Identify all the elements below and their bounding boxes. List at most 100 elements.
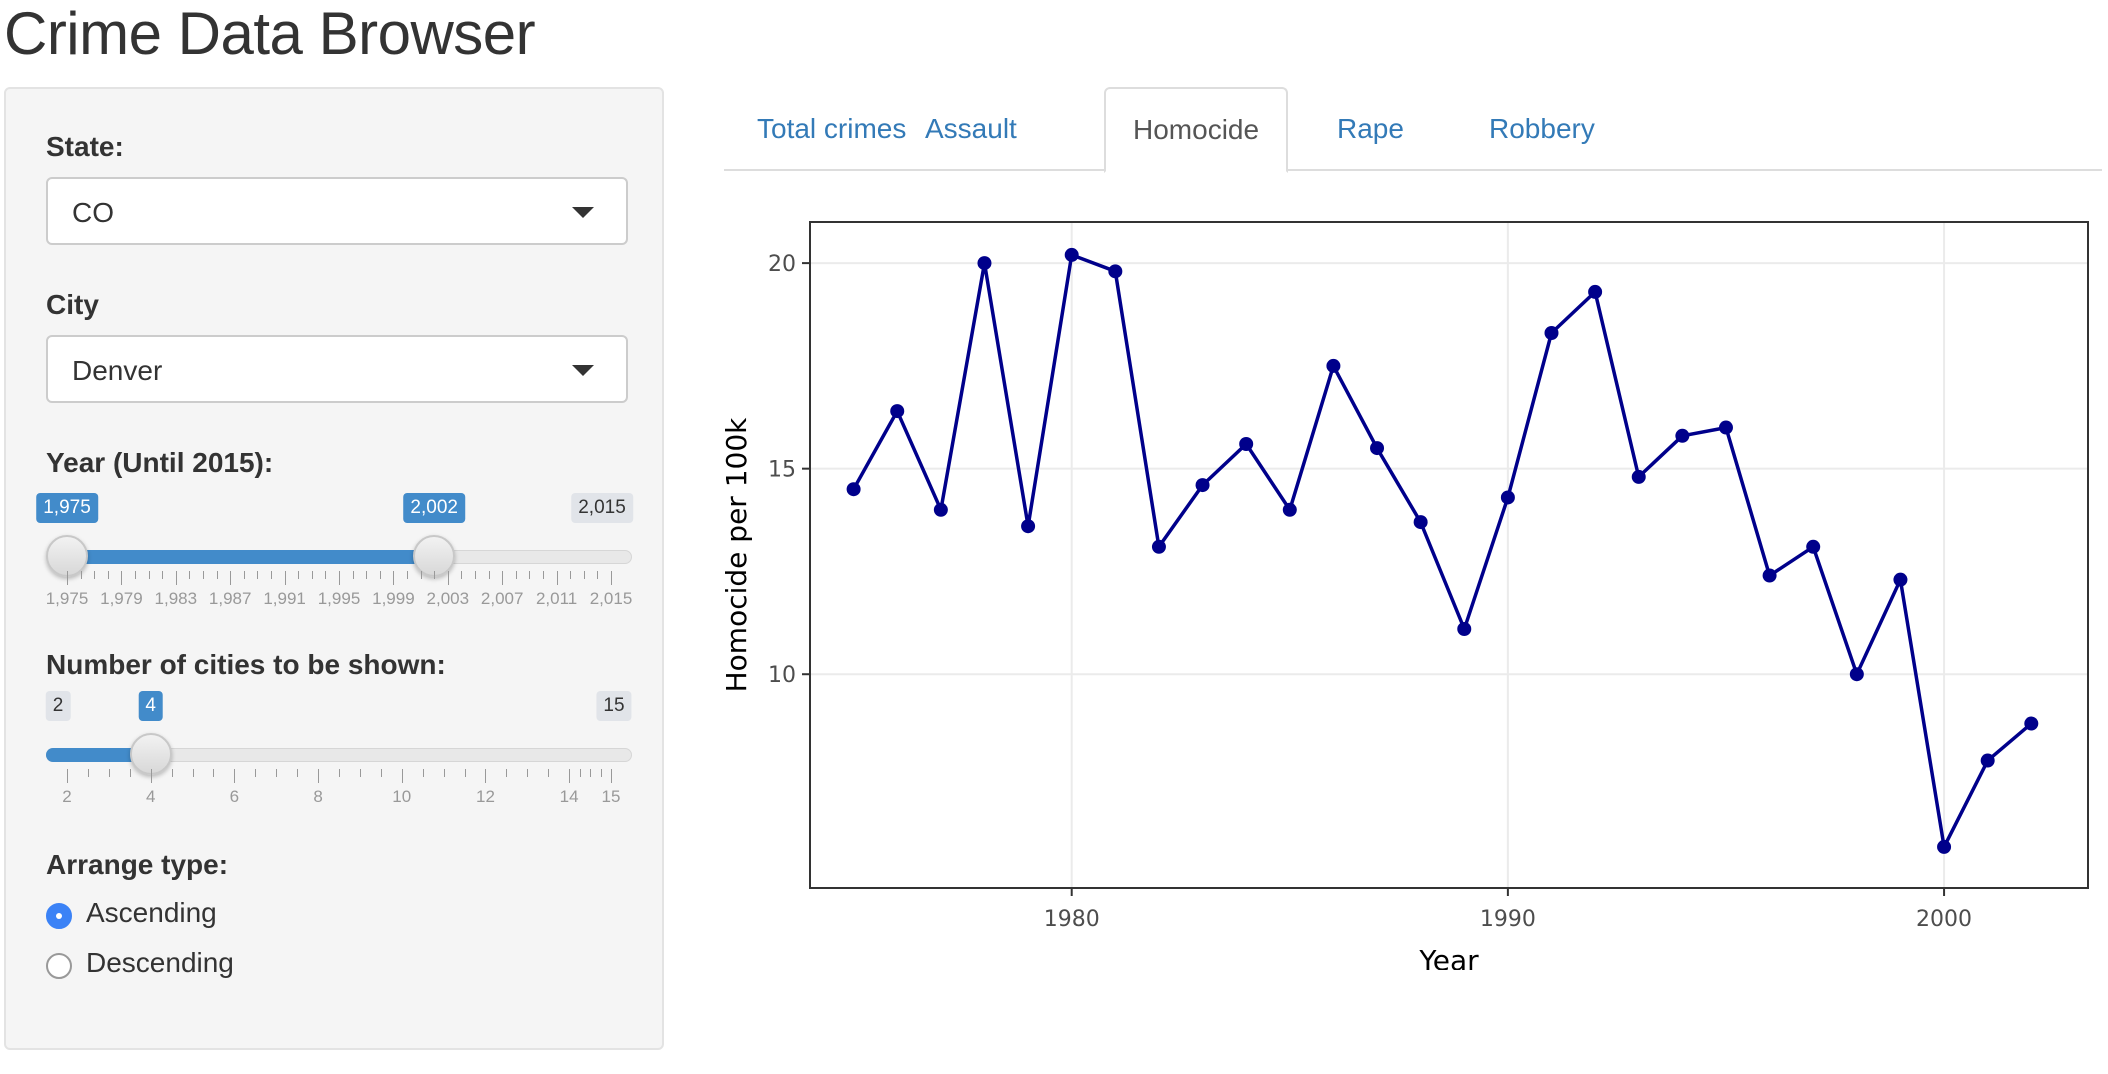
slider-minor-tick (464, 769, 466, 777)
slider-minor-tick (420, 571, 422, 579)
tab-homocide[interactable]: Homocide (1104, 87, 1289, 173)
data-point (1457, 622, 1472, 636)
data-point (1718, 420, 1733, 435)
slider-tick-label: 4 (145, 787, 156, 806)
slider-minor-tick (506, 769, 508, 777)
data-point (1239, 437, 1254, 451)
radio-unchecked-icon[interactable] (46, 953, 72, 979)
slider-tick (230, 571, 232, 585)
slider-tick-label: 6 (229, 787, 240, 806)
tab-assault[interactable]: Assault (925, 113, 1017, 144)
slider-from-label: 1,975 (36, 493, 98, 523)
year-range-slider[interactable]: 1,975 2,002 2,015 1,975 1,979 1,983 1,987 1,… (36, 493, 633, 621)
data-point (1108, 264, 1123, 279)
series-line (852, 253, 2033, 849)
radio-label: Descending (86, 947, 234, 978)
slider-tick-label: 2,015 (589, 589, 633, 608)
y-tick-label: 10 (768, 663, 796, 688)
slider-tick (67, 769, 68, 783)
data-point (1282, 502, 1297, 517)
data-point (1588, 284, 1603, 299)
slider-minor-tick (422, 769, 424, 777)
slider-minor-tick (527, 769, 529, 777)
slider-tick-label: 1,999 (372, 589, 415, 608)
slider-tick-label: 10 (392, 787, 412, 806)
slider-tick-label: 1,979 (100, 589, 143, 608)
slider-tick (234, 769, 236, 783)
slider-to-label: 2,002 (403, 493, 465, 523)
chevron-down-icon (572, 365, 594, 376)
slider-minor-tick (276, 769, 278, 777)
city-label: City (46, 289, 99, 320)
slider-from-handle[interactable] (46, 535, 88, 577)
data-point (977, 256, 992, 271)
cities-count-slider[interactable]: 2 4 15 2 4 6 8 10 12 14 15 (45, 691, 632, 819)
slider-tick (556, 571, 558, 585)
data-point (1413, 515, 1428, 530)
slider-tick-label: 2,003 (426, 589, 470, 608)
slider-minor-tick (590, 769, 592, 777)
slider-tick (485, 769, 487, 783)
slider-minor-tick (597, 571, 599, 579)
slider-minor-tick (579, 769, 581, 777)
cities-count-label: Number of cities to be shown: (46, 649, 446, 680)
slider-tick-label: 2 (62, 787, 72, 806)
app-title: Crime Data Browser (4, 0, 536, 67)
radio-checked-icon[interactable] (46, 903, 72, 929)
x-axis-label: Year (1418, 944, 1479, 970)
slider-grid: 1,975 1,979 1,983 1,987 1,991 1,995 1,999 2,003… (46, 571, 632, 611)
slider-tick (339, 571, 340, 585)
y-tick-label: 20 (768, 252, 796, 277)
slider-minor-tick (600, 769, 602, 777)
slider-minor-tick (461, 571, 463, 579)
slider-minor-tick (255, 769, 257, 777)
slider-minor-tick (192, 769, 194, 777)
slider-minor-tick (162, 571, 164, 579)
data-point (1893, 572, 1908, 587)
x-tick-label: 1990 (1480, 907, 1536, 932)
data-point (1195, 478, 1210, 493)
data-point (1151, 539, 1166, 554)
slider-minor-tick (108, 769, 110, 777)
city-select[interactable]: Denver (46, 335, 628, 403)
slider-minor-tick (243, 571, 245, 579)
slider-tick (502, 571, 504, 585)
tab-total-crimes[interactable]: Total crimes (757, 113, 907, 144)
data-point (890, 404, 905, 419)
slider-minor-tick (434, 571, 436, 579)
chevron-down-icon (572, 207, 594, 218)
slider-tick (447, 571, 449, 585)
slider-minor-tick (298, 571, 300, 579)
slider-minor-tick (94, 571, 96, 579)
tab-robbery[interactable]: Robbery (1489, 113, 1595, 144)
slider-minor-tick (475, 571, 476, 579)
data-point (1544, 326, 1559, 340)
slider-minor-tick (325, 571, 327, 579)
data-point (1370, 441, 1385, 456)
data-point (1675, 428, 1690, 443)
y-tick-label: 15 (768, 458, 796, 483)
slider-minor-tick (548, 769, 550, 777)
data-point (2024, 716, 2039, 731)
slider-minor-tick (543, 571, 544, 579)
slider-minor-tick (380, 769, 382, 777)
x-tick-label: 1980 (1044, 907, 1100, 932)
slider-tick (175, 571, 177, 585)
data-point (1980, 753, 1995, 768)
slider-minor-tick (87, 769, 89, 777)
slider-minor-tick (407, 571, 408, 579)
year-label: Year (Until 2015): (46, 447, 274, 478)
slider-tick-label: 1,975 (45, 589, 89, 608)
slider-value-label: 4 (138, 691, 163, 721)
slider-minor-tick (257, 571, 259, 579)
slider-minor-tick (379, 571, 381, 579)
slider-minor-tick (107, 571, 109, 579)
slider-tick (67, 571, 68, 585)
slider-minor-tick (80, 571, 82, 579)
slider-tick (284, 571, 286, 585)
state-select[interactable]: CO (46, 177, 628, 245)
slider-tick (393, 571, 395, 585)
slider-tick-label: 1,991 (263, 589, 306, 608)
tab-rape[interactable]: Rape (1337, 113, 1404, 144)
